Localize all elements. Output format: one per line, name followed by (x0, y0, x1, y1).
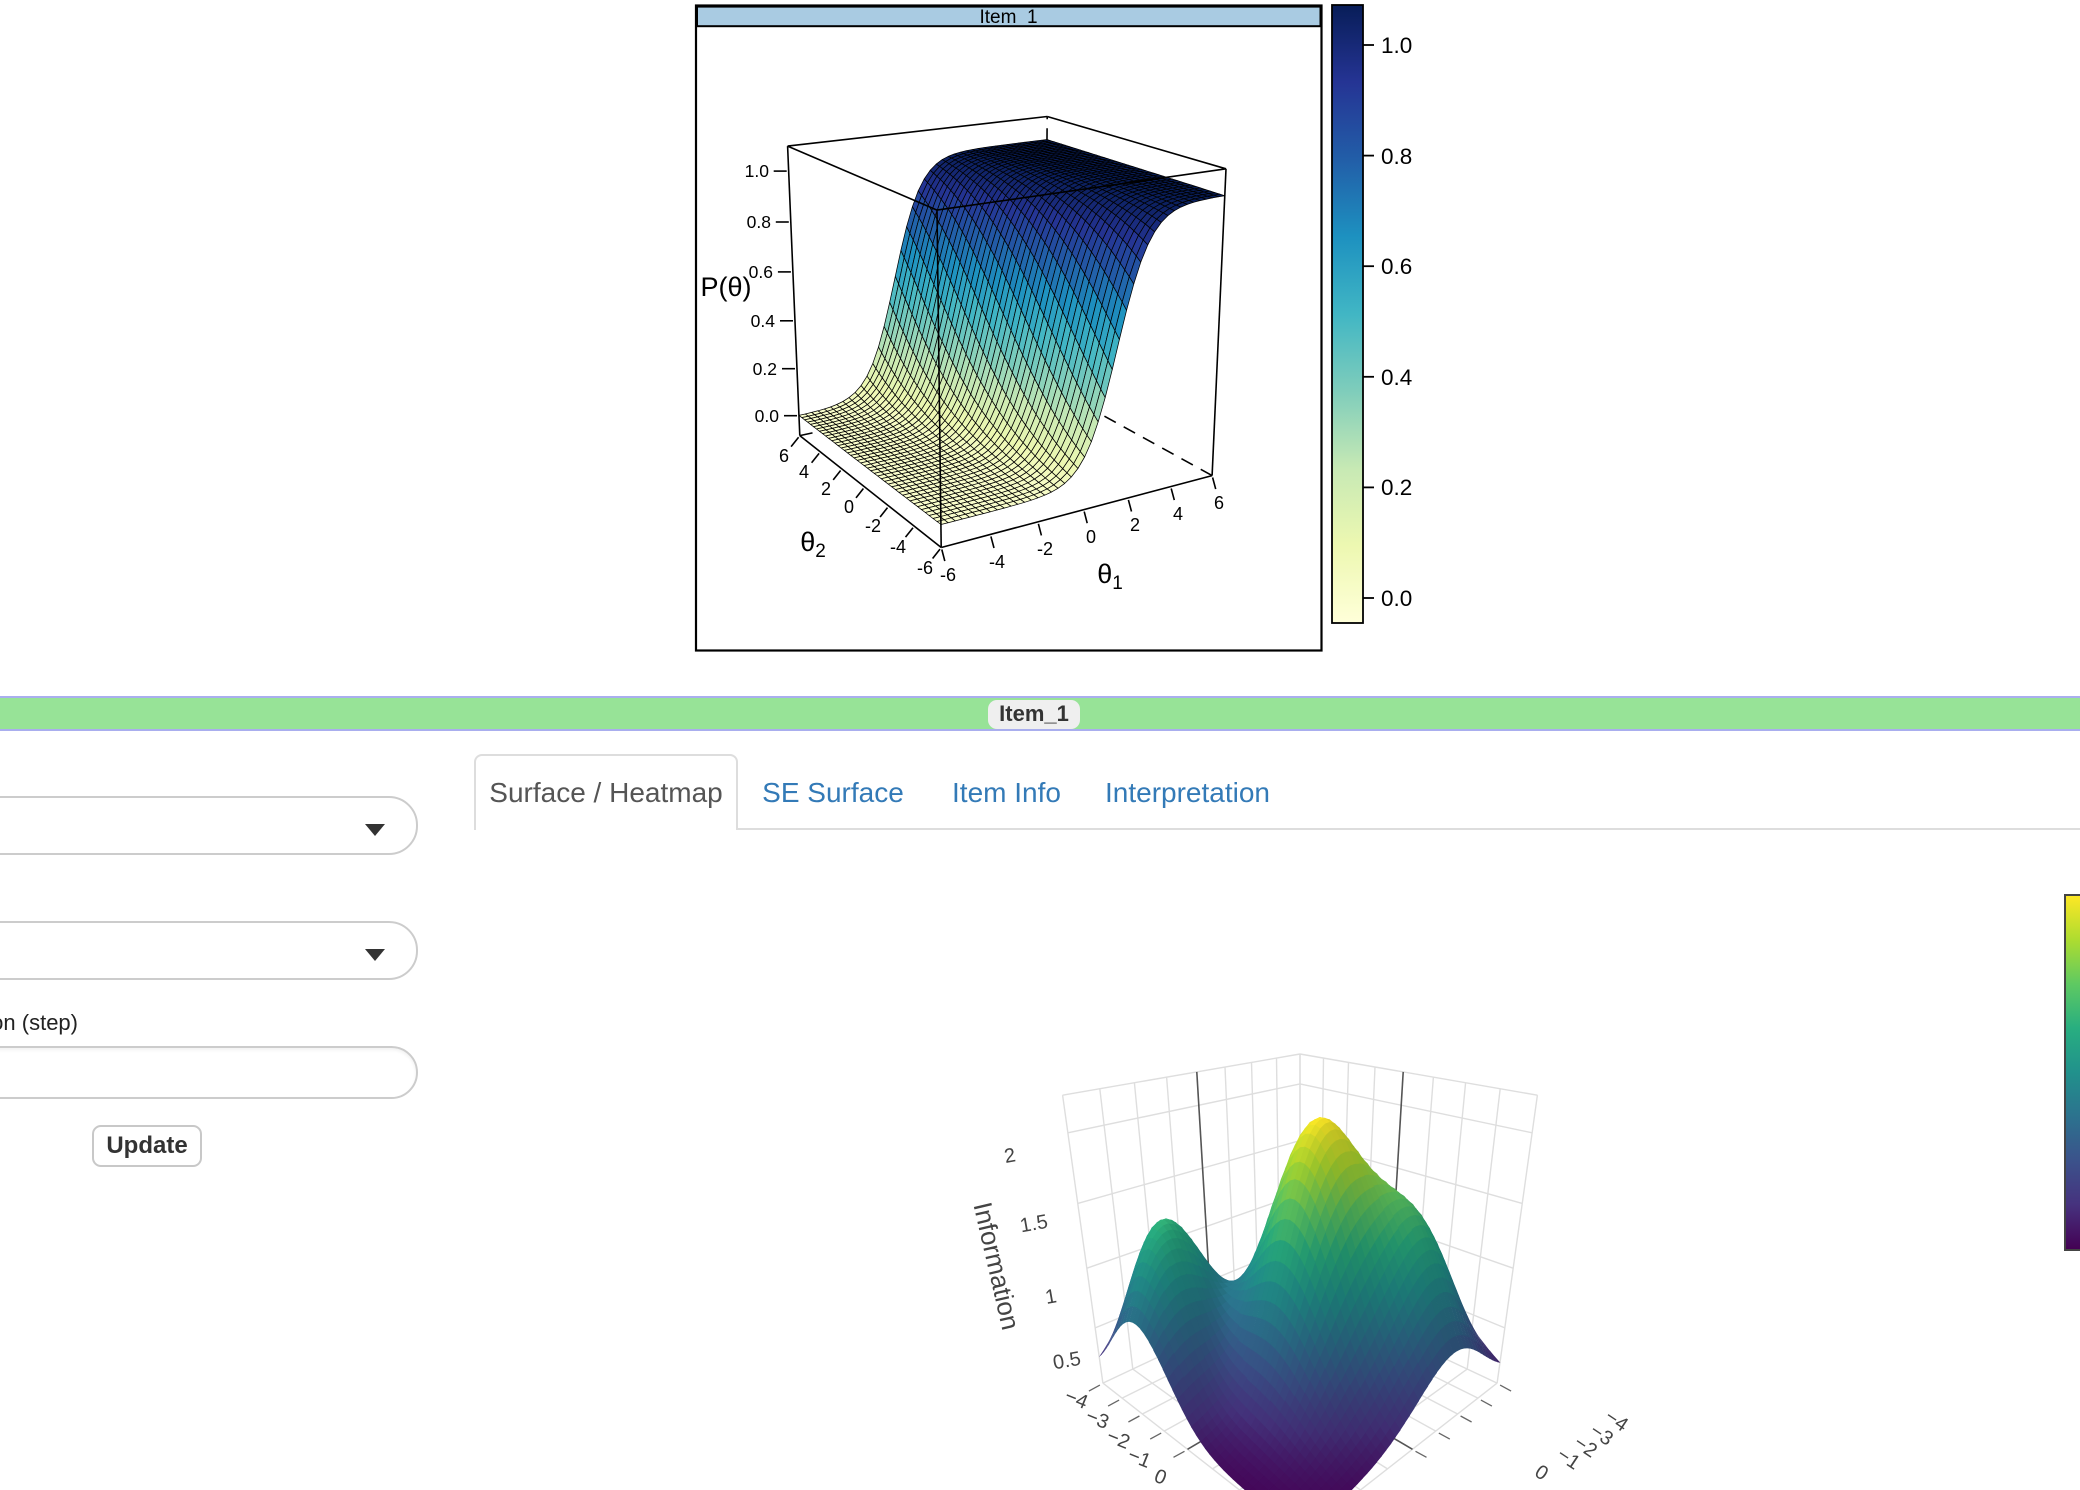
svg-text:6: 6 (779, 446, 789, 466)
svg-text:1.0: 1.0 (745, 161, 770, 181)
svg-text:0.0: 0.0 (1381, 586, 1412, 611)
svg-text:-2: -2 (1037, 539, 1053, 559)
svg-text:4: 4 (1173, 504, 1183, 524)
svg-text:−1: −1 (1125, 1444, 1154, 1473)
svg-text:1: 1 (1044, 1285, 1059, 1309)
svg-text:0.2: 0.2 (753, 359, 777, 379)
svg-text:-4: -4 (989, 552, 1005, 572)
svg-text:0: 0 (1151, 1465, 1170, 1490)
svg-text:Item_1: Item_1 (979, 7, 1037, 28)
svg-text:0.8: 0.8 (1381, 144, 1412, 169)
svg-text:−3: −3 (1083, 1405, 1112, 1434)
svg-text:2: 2 (1130, 515, 1140, 535)
svg-text:4: 4 (799, 462, 809, 482)
svg-text:-6: -6 (917, 558, 933, 578)
svg-text:θ1: θ1 (1097, 559, 1123, 594)
svg-text:-4: -4 (890, 537, 906, 557)
svg-text:−2: −2 (1104, 1425, 1133, 1454)
svg-text:−4: −4 (1062, 1385, 1091, 1414)
svg-text:6: 6 (1214, 493, 1224, 513)
svg-text:0.2: 0.2 (1381, 475, 1412, 500)
svg-text:0: 0 (844, 497, 854, 517)
svg-text:0.5: 0.5 (1051, 1348, 1082, 1374)
svg-text:0: 0 (1531, 1461, 1553, 1485)
svg-text:-6: -6 (940, 565, 956, 585)
svg-text:1.5: 1.5 (1018, 1211, 1049, 1237)
svg-text:1.0: 1.0 (1381, 33, 1412, 58)
svg-text:0.0: 0.0 (755, 406, 780, 426)
svg-text:0.6: 0.6 (749, 262, 773, 282)
svg-text:Information: Information (968, 1199, 1026, 1332)
svg-text:0.8: 0.8 (747, 212, 771, 232)
svg-text:-2: -2 (865, 516, 881, 536)
svg-text:0.6: 0.6 (1381, 254, 1412, 279)
svg-text:2: 2 (821, 479, 831, 499)
svg-text:0.4: 0.4 (1381, 365, 1412, 390)
svg-text:0.4: 0.4 (751, 311, 776, 331)
svg-text:0: 0 (1086, 527, 1096, 547)
svg-text:2: 2 (1003, 1144, 1018, 1168)
svg-text:P(θ): P(θ) (700, 272, 751, 302)
